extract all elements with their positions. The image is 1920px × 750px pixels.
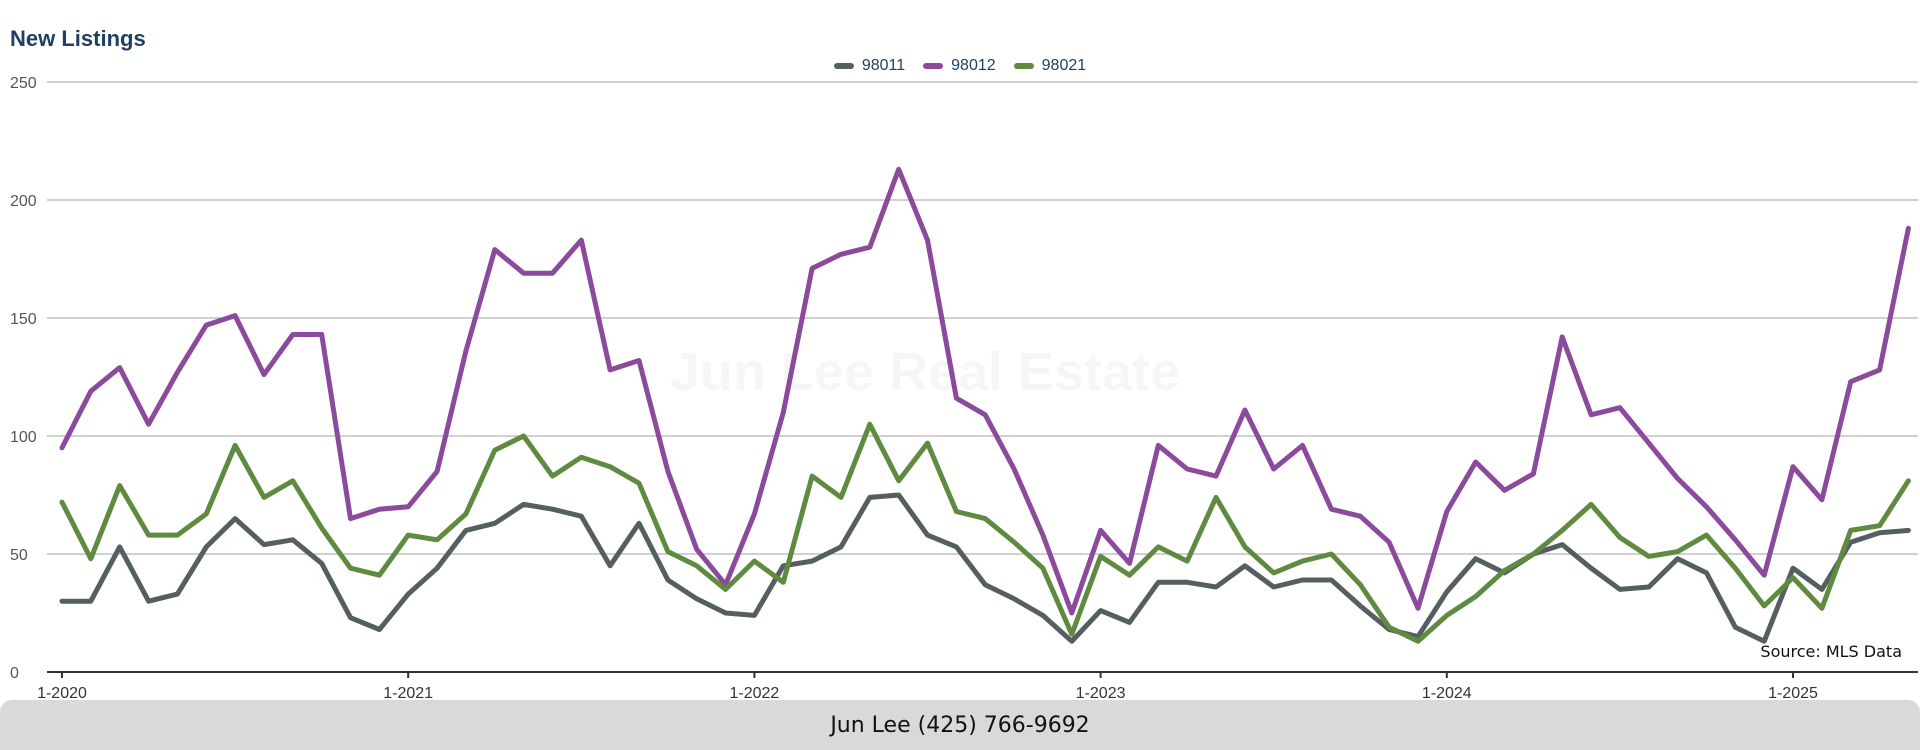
legend-swatch-98011 (833, 63, 854, 69)
y-tick-label-50: 50 (10, 547, 28, 564)
series-line-98011 (59, 492, 1911, 644)
y-tick-label-250: 250 (10, 75, 37, 92)
legend-swatch-98012 (923, 63, 944, 69)
x-tick-label-1-2024: 1-2024 (1422, 685, 1472, 700)
y-tick-label-100: 100 (10, 429, 37, 446)
x-axis: 1-2020 1-2021 1-2022 1-2023 1-2024 1-2025 (37, 671, 1918, 700)
legend-item-98021[interactable]: 98021 (1013, 57, 1087, 75)
footer-contact: Jun Lee (425) 766-9692 (830, 712, 1090, 738)
legend-item-98012[interactable]: 98012 (923, 57, 996, 75)
y-tick-label-0: 0 (10, 665, 19, 682)
series-line-98012 (59, 166, 1911, 616)
chart-title: New Listings (10, 26, 146, 51)
series-lines (59, 166, 1911, 644)
series-line-98021 (59, 421, 1911, 644)
x-tick-label-1-2023: 1-2023 (1076, 685, 1126, 700)
x-tick-label-1-2022: 1-2022 (729, 685, 779, 700)
legend-item-98011[interactable]: 98011 (833, 57, 906, 75)
y-tick-label-200: 200 (10, 193, 37, 210)
y-tick-label-150: 150 (10, 311, 37, 328)
source-note: Source: MLS Data (1760, 642, 1902, 661)
y-axis-ticks: 0 50 100 150 200 250 (10, 75, 37, 682)
legend-label-98012: 98012 (951, 57, 996, 74)
legend-label-98011: 98011 (861, 57, 906, 74)
grid-lines (47, 81, 1918, 555)
x-tick-label-1-2025: 1-2025 (1768, 685, 1818, 700)
watermark: Jun Lee Real Estate (670, 342, 1180, 402)
legend: 98011 98012 98021 (0, 57, 1920, 75)
x-tick-label-1-2020: 1-2020 (37, 685, 87, 700)
line-chart: Jun Lee Real Estate 0 50 100 150 200 250 1-20… (10, 75, 1918, 700)
footer-bar: Jun Lee (425) 766-9692 (0, 700, 1920, 750)
legend-label-98021: 98021 (1041, 57, 1087, 74)
x-tick-label-1-2021: 1-2021 (383, 685, 433, 700)
legend-swatch-98021 (1013, 63, 1034, 69)
